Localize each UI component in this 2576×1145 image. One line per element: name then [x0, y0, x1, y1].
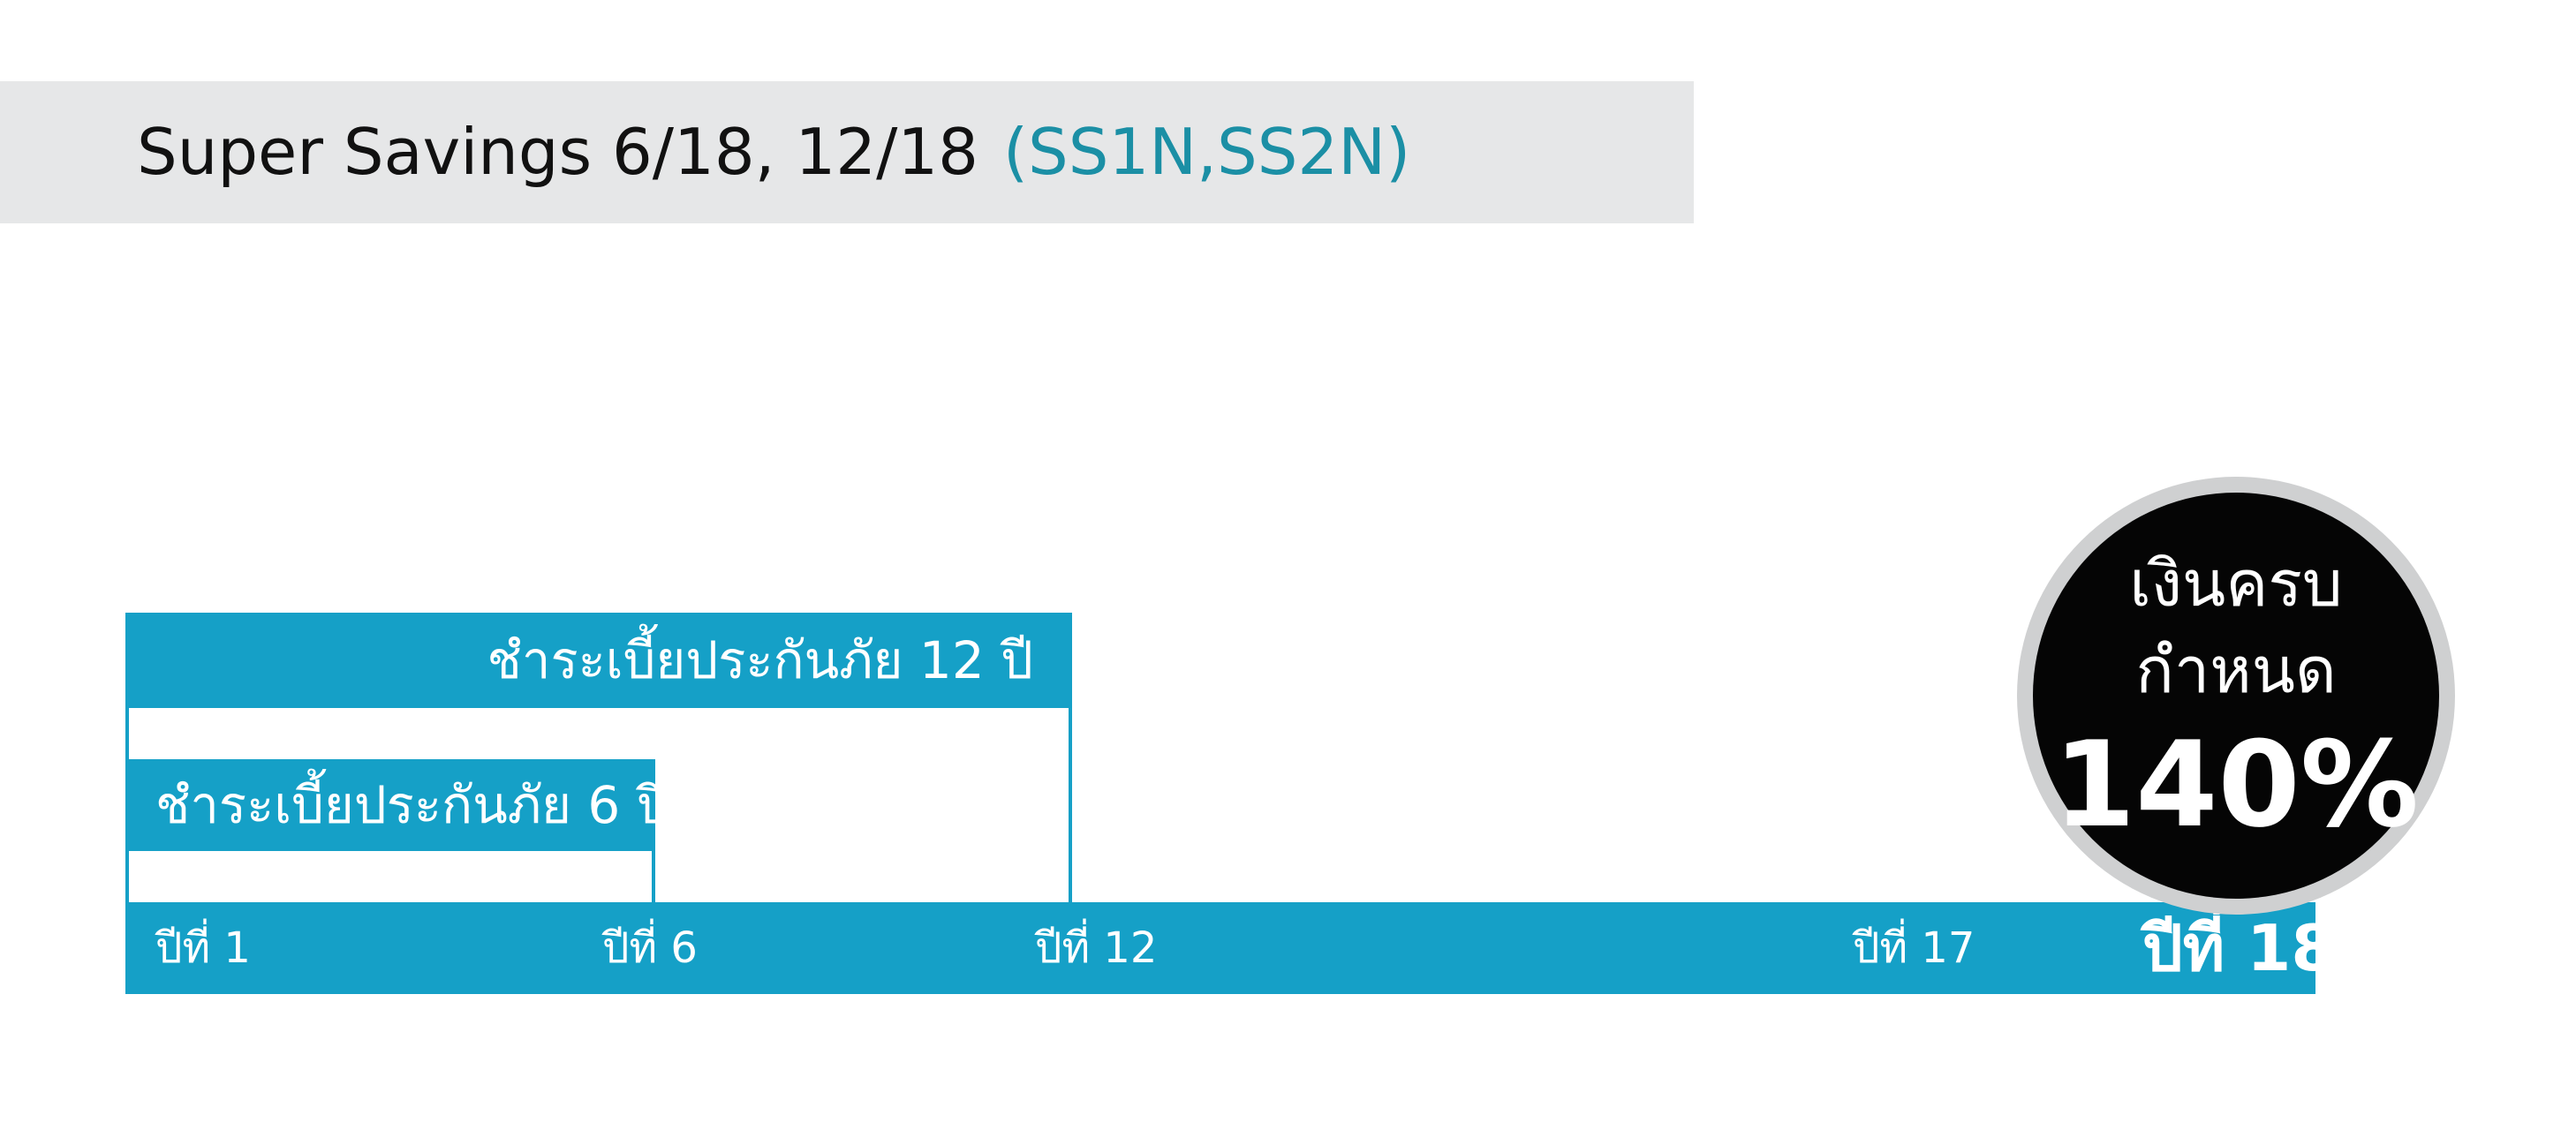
page-title: Super Savings 6/18, 12/18 (SS1N,SS2N) [137, 81, 1410, 223]
timeline-bar: ปีที่ 1 ปีที่ 6 ปีที่ 12 ปีที่ 17 ปีที่ … [125, 902, 2335, 994]
pay6-period-bar: ชำระเบี้ยประกันภัย 6 ปี [125, 759, 669, 851]
pay12-period-bar: ชำระเบี้ยประกันภัย 12 ปี [125, 613, 1072, 708]
title-product-codes: (SS1N,SS2N) [1002, 115, 1411, 189]
maturity-badge: เงินครบ กำหนด 140% [2033, 493, 2439, 899]
timeline-tick-year-6: ปีที่ 6 [602, 923, 698, 973]
maturity-badge-line1: เงินครบ [2129, 546, 2343, 621]
timeline-tick-year-12: ปีที่ 12 [1035, 923, 1158, 973]
pay6-period-label: ชำระเบี้ยประกันภัย 6 ปี [155, 775, 669, 835]
timeline-tick-year-18: ปีที่ 18 [2142, 911, 2336, 985]
title-bar: Super Savings 6/18, 12/18 (SS1N,SS2N) [0, 81, 1694, 223]
title-product-name: Super Savings 6/18, 12/18 [137, 115, 978, 189]
maturity-badge-line2: กำหนด [2135, 633, 2337, 707]
pay12-period-label: ชำระเบี้ยประกันภัย 12 ปี [487, 630, 1033, 690]
timeline-tick-year-1: ปีที่ 1 [155, 923, 251, 973]
maturity-badge-ring: เงินครบ กำหนด 140% [2017, 477, 2455, 915]
maturity-badge-value: 140% [2053, 716, 2419, 854]
timeline-tick-year-17: ปีที่ 17 [1853, 923, 1975, 973]
